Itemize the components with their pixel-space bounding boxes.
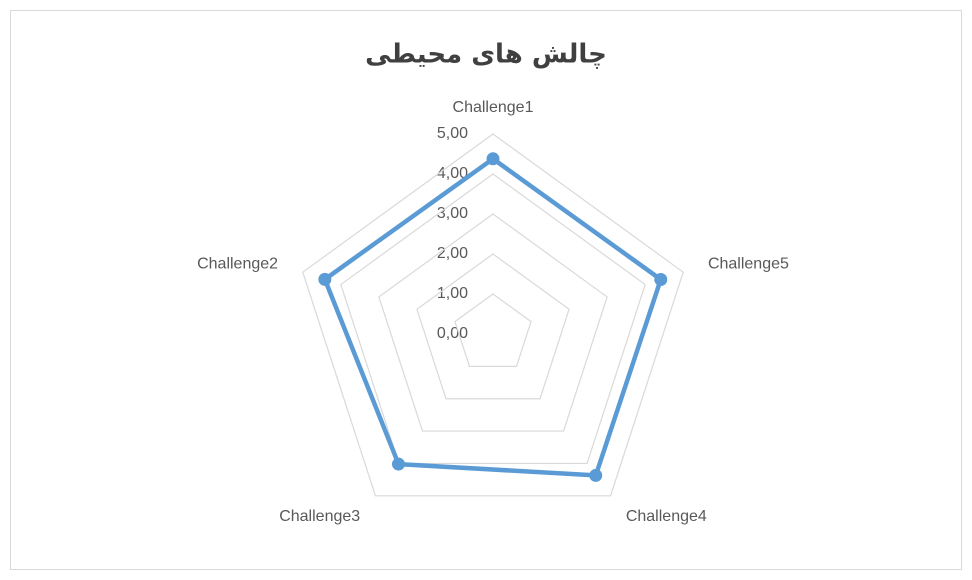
data-point [589, 468, 603, 482]
data-point [391, 457, 405, 471]
r-tick-label: 0,00 [437, 325, 468, 342]
chart-title: چالش های محیطی [365, 40, 607, 70]
r-tick-label: 5,00 [437, 125, 468, 142]
data-point [318, 272, 332, 286]
chart-frame [10, 10, 962, 570]
category-label: Challenge2 [197, 255, 278, 272]
category-label: Challenge4 [626, 508, 707, 525]
r-tick-label: 2,00 [437, 245, 468, 262]
category-label: Challenge3 [279, 508, 360, 525]
r-tick-label: 3,00 [437, 205, 468, 222]
grid-ring [416, 253, 570, 400]
r-tick-label: 1,00 [437, 285, 468, 302]
category-label: Challenge1 [453, 99, 534, 116]
grid-ring [454, 293, 532, 367]
data-point [654, 272, 668, 286]
grid-ring [302, 133, 684, 497]
grid-ring [378, 213, 608, 432]
grid-ring [340, 173, 646, 465]
category-label: Challenge5 [708, 255, 789, 272]
series-line [322, 156, 664, 478]
data-point [486, 152, 500, 166]
